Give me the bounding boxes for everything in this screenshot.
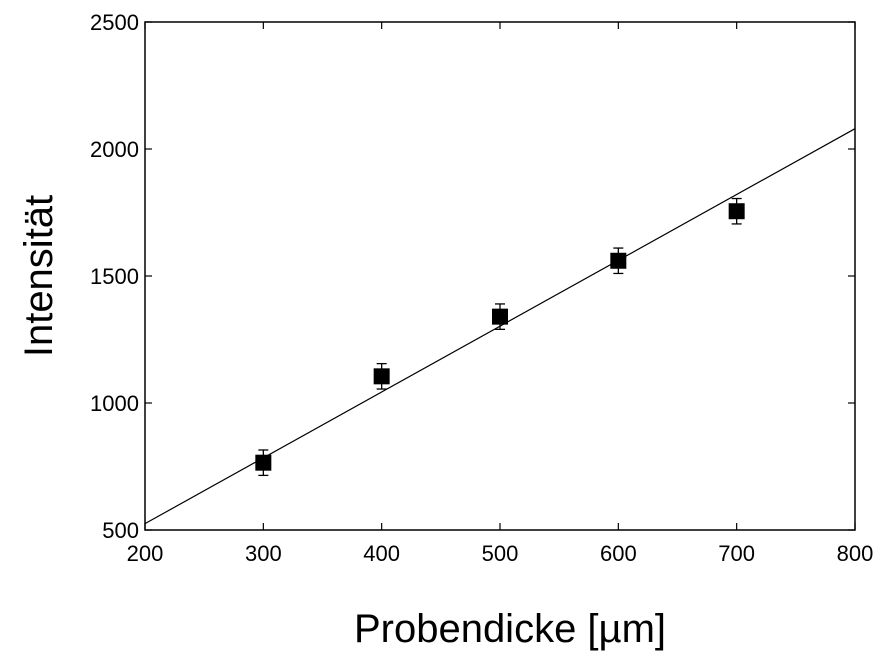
data-point	[373, 362, 390, 390]
data-point	[728, 197, 745, 225]
square-marker	[610, 252, 627, 269]
ticks: 200 300 400 500 600 700 800 500 1000 1500 2000 2500	[90, 10, 873, 566]
y-tick-label: 1000	[90, 391, 139, 416]
x-tick-label: 400	[363, 541, 400, 566]
square-marker	[492, 308, 508, 325]
x-tick-label: 500	[482, 541, 519, 566]
data-point	[610, 247, 627, 275]
x-tick-label: 600	[600, 541, 637, 566]
x-axis-title: Probendicke [µm]	[354, 607, 666, 651]
data-points	[255, 197, 745, 477]
y-axis-title: Intensität	[17, 195, 61, 357]
square-marker	[728, 203, 745, 220]
y-tick-label: 2500	[90, 10, 139, 35]
y-tick-label: 2000	[90, 137, 139, 162]
x-tick-label: 200	[127, 541, 164, 566]
x-tick-label: 800	[837, 541, 874, 566]
y-tick-label: 1500	[90, 264, 139, 289]
plot-frame	[144, 21, 856, 531]
y-tick-label: 500	[102, 518, 139, 543]
square-marker	[373, 368, 390, 385]
x-tick-label: 700	[718, 541, 755, 566]
data-point	[492, 303, 508, 330]
square-marker	[255, 454, 272, 471]
x-tick-label: 300	[245, 541, 282, 566]
data-point	[255, 449, 272, 477]
